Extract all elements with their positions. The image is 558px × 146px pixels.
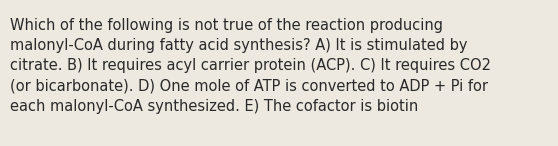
Text: Which of the following is not true of the reaction producing
malonyl-CoA during : Which of the following is not true of th… [10,18,491,114]
